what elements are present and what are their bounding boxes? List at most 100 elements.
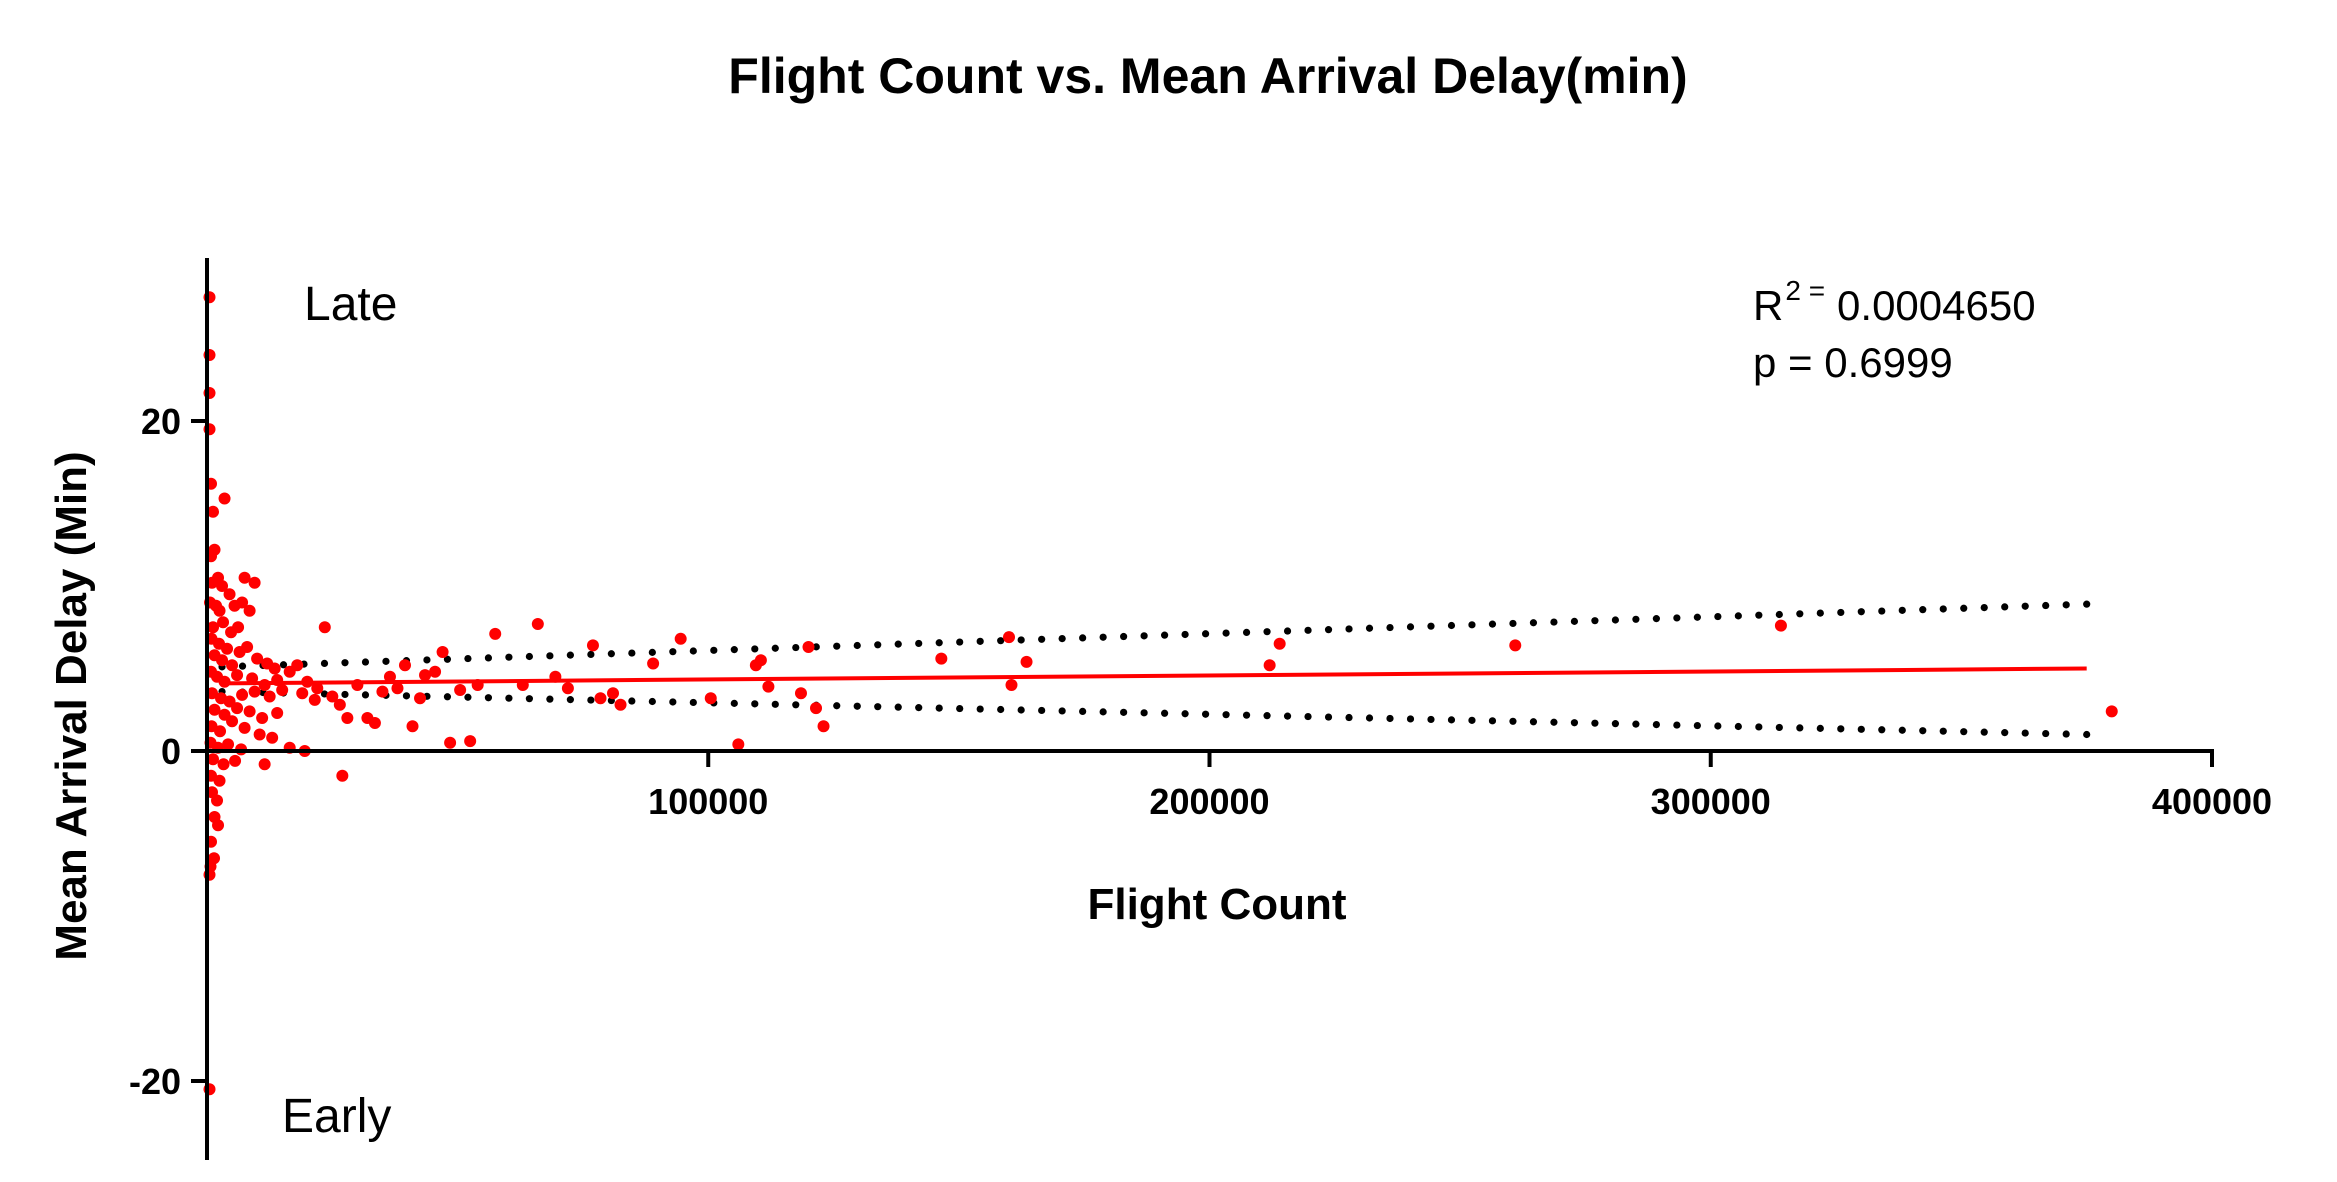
confidence-dot — [1898, 606, 1906, 614]
confidence-dot — [1591, 719, 1599, 727]
y-axis-label: Mean Arrival Delay (Min) — [47, 451, 96, 960]
confidence-dot — [525, 652, 533, 661]
data-point — [212, 819, 225, 832]
confidence-dot — [2042, 601, 2050, 610]
confidence-dot — [669, 698, 677, 706]
r-squared-label: R2 = 0.0004650 — [1753, 275, 2036, 329]
data-point — [351, 679, 364, 691]
data-point — [207, 753, 220, 766]
confidence-dot — [2021, 602, 2029, 610]
confidence-dot — [1181, 710, 1189, 718]
confidence-dot — [1263, 712, 1271, 720]
confidence-dot — [423, 656, 431, 664]
data-point — [561, 682, 574, 695]
confidence-dot — [2021, 729, 2029, 737]
confidence-dot — [1550, 618, 1558, 626]
y-tick-label: 20 — [141, 401, 181, 442]
confidence-dot — [1570, 719, 1579, 727]
confidence-dot — [1120, 632, 1128, 641]
x-axis-ticks: 100000 200000 300000 400000 — [648, 751, 2272, 822]
confidence-dot — [361, 691, 370, 699]
confidence-dot — [1570, 617, 1579, 625]
confidence-dot — [1857, 608, 1865, 616]
confidence-dot — [1755, 611, 1763, 619]
confidence-band-lower — [218, 688, 2091, 739]
confidence-dot — [710, 646, 718, 654]
confidence-dot — [1980, 603, 1988, 612]
data-point — [216, 654, 229, 667]
confidence-dot — [1447, 621, 1456, 630]
confidence-dot — [2001, 603, 2009, 611]
confidence-dot — [976, 705, 984, 713]
data-point — [246, 672, 259, 685]
data-point — [222, 738, 235, 751]
confidence-dot — [1898, 726, 1906, 734]
confidence-dot — [1878, 726, 1886, 734]
confidence-dot — [689, 647, 697, 655]
data-point — [516, 679, 529, 691]
data-point — [211, 794, 224, 807]
confidence-dot — [1550, 718, 1558, 726]
confidence-dot — [1714, 722, 1722, 730]
data-point — [1005, 679, 1018, 691]
confidence-dot — [1468, 716, 1476, 724]
data-point — [935, 652, 948, 665]
confidence-dot — [1960, 728, 1968, 736]
confidence-dot — [1345, 713, 1353, 722]
data-point — [762, 680, 775, 693]
confidence-dot — [1796, 610, 1804, 618]
confidence-dot — [1304, 712, 1312, 721]
confidence-dot — [1693, 721, 1701, 730]
confidence-dot — [1283, 712, 1292, 720]
confidence-dot — [443, 693, 452, 701]
confidence-dot — [1652, 721, 1660, 729]
data-point — [263, 690, 276, 703]
y-tick-label: 0 — [161, 731, 181, 772]
confidence-dot — [1755, 723, 1763, 731]
data-points — [203, 291, 2118, 1096]
data-point — [236, 596, 249, 609]
confidence-dot — [1796, 724, 1804, 732]
confidence-dot — [1427, 715, 1435, 724]
confidence-dot — [1980, 728, 1988, 736]
confidence-dot — [1447, 716, 1456, 724]
confidence-dot — [1017, 636, 1025, 644]
data-point — [253, 728, 266, 741]
confidence-dot — [935, 704, 943, 712]
confidence-dot — [976, 637, 984, 645]
confidence-dot — [1488, 620, 1497, 628]
data-point — [308, 693, 321, 706]
data-point — [216, 580, 229, 592]
data-point — [586, 639, 599, 652]
confidence-dot — [1837, 725, 1845, 733]
data-point — [206, 576, 219, 589]
confidence-dot — [1468, 621, 1476, 629]
data-point — [226, 659, 239, 672]
annotation-late: Late — [304, 278, 397, 331]
confidence-dot — [320, 690, 329, 698]
data-point — [258, 679, 271, 691]
data-point — [207, 505, 220, 518]
confidence-dot — [505, 694, 513, 702]
data-point — [291, 659, 304, 672]
confidence-dot — [751, 700, 759, 708]
confidence-dot — [812, 643, 820, 651]
data-point — [236, 688, 249, 701]
confidence-dot — [1386, 714, 1394, 723]
confidence-dot — [1693, 613, 1701, 621]
r-squared-value: 0.0004650 — [1837, 282, 2036, 329]
y-tick-label: -20 — [129, 1061, 181, 1102]
data-point — [1273, 637, 1286, 650]
data-point — [794, 687, 807, 700]
y-axis-ticks: -20 0 20 — [129, 401, 207, 1102]
data-point — [1774, 619, 1787, 632]
data-point — [226, 715, 239, 728]
confidence-dot — [1099, 708, 1107, 716]
confidence-dot — [1058, 635, 1066, 643]
data-point — [326, 690, 339, 703]
confidence-dot — [1632, 720, 1640, 728]
x-tick-label: 100000 — [648, 781, 768, 822]
confidence-dot — [1775, 723, 1783, 732]
confidence-dot — [464, 693, 472, 701]
confidence-dot — [1939, 605, 1947, 613]
